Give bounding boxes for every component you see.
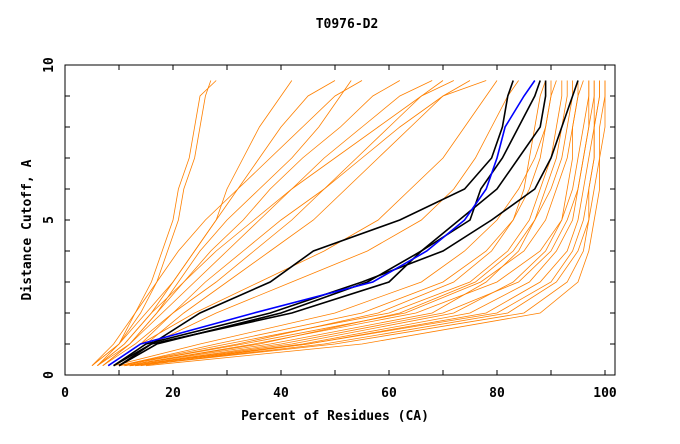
x-tick-label: 20: [165, 386, 181, 401]
x-axis-label: Percent of Residues (CA): [241, 409, 429, 424]
chart-title: T0976-D2: [316, 17, 379, 32]
curve-others-6: [91, 80, 293, 367]
curve-others-24: [129, 80, 595, 367]
curve-others-7: [102, 80, 444, 367]
curve-others-28: [129, 80, 590, 367]
x-tick-label: 0: [61, 386, 69, 401]
x-tick-label: 60: [381, 386, 397, 401]
curve-others-27: [124, 80, 573, 367]
curve-others-12: [107, 80, 498, 367]
y-tick-label: 10: [42, 57, 57, 73]
curve-highlight-30: [113, 80, 514, 367]
curve-others-10: [97, 80, 217, 366]
curves: [91, 80, 606, 367]
curve-others-11: [102, 80, 352, 367]
curve-others-29: [118, 80, 584, 367]
curve-others-18: [135, 80, 606, 367]
curve-highlight-32: [113, 80, 579, 367]
y-axis-label: Distance Cutoff, A: [20, 159, 35, 300]
curve-highlight-33: [118, 80, 547, 367]
x-tick-label: 100: [593, 386, 617, 401]
curve-others-16: [140, 80, 600, 367]
x-tick-label: 40: [273, 386, 289, 401]
y-tick-labels: 0 5 10: [42, 57, 57, 379]
curve-others-21: [145, 80, 606, 367]
x-tick-labels: 0 20 40 60 80 100: [61, 386, 617, 401]
curve-others-25: [113, 80, 557, 367]
curve-others-14: [118, 80, 563, 367]
curve-others-9: [113, 80, 487, 367]
curve-others-2: [91, 80, 363, 366]
curve-highlight-31: [118, 80, 541, 367]
curve-others-13: [113, 80, 519, 367]
curve-others-22: [124, 80, 568, 367]
curve-others-15: [129, 80, 595, 367]
y-tick-label: 5: [42, 216, 57, 224]
curve-others-23: [118, 80, 546, 367]
curve-selected-34: [107, 80, 536, 367]
plot-frame: [64, 64, 616, 376]
curve-others-4: [97, 80, 454, 367]
curve-others-26: [135, 80, 600, 367]
x-tick-label: 80: [489, 386, 505, 401]
curve-others-5: [107, 80, 471, 367]
ticks: [64, 64, 615, 376]
curve-others-0: [91, 80, 212, 367]
y-tick-label: 0: [42, 371, 57, 379]
curve-others-3: [102, 80, 433, 367]
